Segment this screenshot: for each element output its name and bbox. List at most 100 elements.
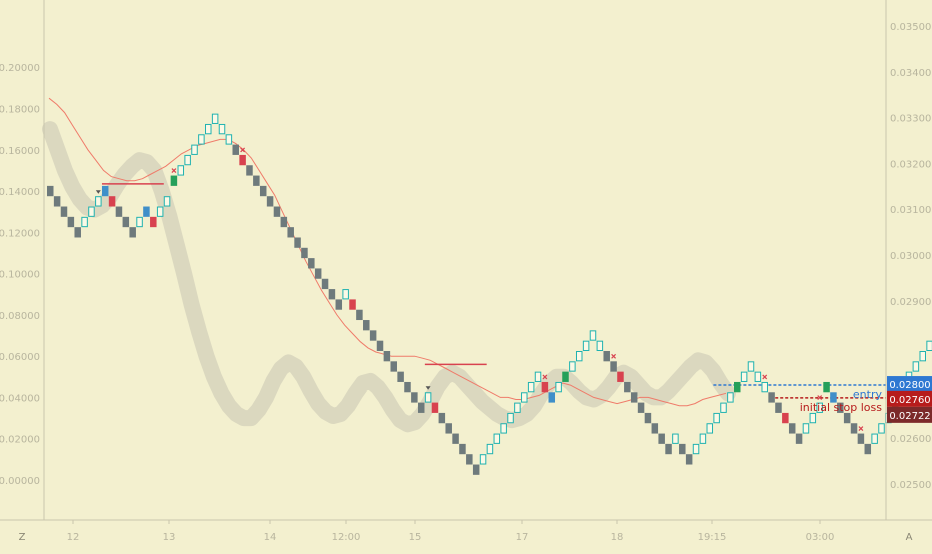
renko-box-green bbox=[734, 381, 741, 393]
renko-box-up bbox=[191, 144, 198, 155]
x-axis-tick-label: 13 bbox=[163, 532, 176, 543]
renko-box-red bbox=[239, 154, 246, 166]
renko-box-gray bbox=[390, 361, 397, 372]
x-axis-tick-label: 14 bbox=[264, 532, 277, 543]
left-axis-tick-label: 0.12000 bbox=[0, 228, 40, 239]
stop-price-label-bg bbox=[887, 390, 932, 407]
renko-box-gray bbox=[837, 402, 844, 413]
renko-box-gray bbox=[314, 268, 322, 279]
renko-box-gray bbox=[843, 412, 851, 424]
left-axis-ticks: 0.20000 0.18000 0.16000 0.14000 0.12000 0.100… bbox=[0, 63, 40, 487]
renko-box-green bbox=[562, 371, 569, 382]
renko-box-gray bbox=[301, 247, 308, 259]
renko-box-gray bbox=[472, 464, 480, 475]
renko-box-gray bbox=[788, 423, 796, 434]
renko-boxes-layer bbox=[47, 113, 932, 475]
renko-box-up bbox=[692, 443, 700, 455]
renko-box-red bbox=[108, 196, 116, 207]
renko-box-up bbox=[727, 392, 734, 403]
renko-box-gray bbox=[280, 216, 288, 228]
renko-box-up bbox=[575, 351, 583, 362]
renko-box-gray bbox=[404, 381, 411, 393]
renko-box-up bbox=[500, 423, 507, 434]
renko-box-gray bbox=[308, 258, 315, 269]
x-axis-tick-label: 15 bbox=[409, 532, 422, 543]
corner-left-label[interactable]: Z bbox=[19, 532, 26, 543]
renko-box-up bbox=[747, 361, 755, 372]
renko-box-gray bbox=[665, 443, 672, 455]
corner-right-label[interactable]: A bbox=[906, 532, 913, 543]
renko-box-gray bbox=[321, 278, 329, 290]
renko-box-gray bbox=[67, 216, 75, 228]
renko-box-red bbox=[349, 299, 356, 310]
right-axis-tick-label: 0.02900 bbox=[890, 297, 931, 308]
band-curve bbox=[42, 121, 736, 433]
renko-box-red bbox=[617, 371, 624, 382]
renko-box-up bbox=[225, 134, 233, 145]
renko-box-up bbox=[177, 165, 185, 176]
renko-box-gray bbox=[459, 443, 466, 455]
right-axis-tick-label: 0.03400 bbox=[890, 68, 931, 79]
renko-box-up bbox=[720, 402, 727, 413]
renko-box-up bbox=[424, 392, 432, 403]
renko-box-red bbox=[782, 412, 789, 424]
renko-box-up bbox=[761, 381, 768, 393]
renko-box-up bbox=[342, 289, 349, 300]
right-axis-tick-label: 0.03100 bbox=[890, 205, 931, 216]
right-axis-tick-label: 0.03300 bbox=[890, 114, 931, 125]
renko-box-up bbox=[816, 402, 823, 413]
renko-box-gray bbox=[637, 402, 645, 413]
renko-box-up bbox=[479, 454, 487, 465]
renko-box-up bbox=[156, 206, 164, 217]
renko-box-up bbox=[486, 443, 494, 455]
renko-box-gray bbox=[253, 175, 260, 186]
entry-price-label: 0.02800 bbox=[889, 380, 930, 391]
renko-box-green bbox=[170, 175, 178, 186]
renko-box-gray bbox=[644, 412, 652, 424]
renko-box-up bbox=[871, 433, 878, 444]
right-axis-tick-label: 0.03000 bbox=[890, 251, 931, 262]
stop-loss-annotation: initial stop loss bbox=[800, 401, 883, 414]
renko-box-gray bbox=[356, 309, 363, 321]
renko-box-gray bbox=[630, 392, 638, 403]
renko-box-gray bbox=[397, 371, 404, 382]
renko-box-gray bbox=[685, 454, 693, 465]
renko-box-gray bbox=[328, 289, 336, 300]
renko-box-up bbox=[802, 423, 810, 434]
renko-box-gray bbox=[445, 423, 452, 434]
renko-box-up bbox=[521, 392, 528, 403]
renko-box-gray bbox=[658, 433, 665, 444]
renko-box-red bbox=[431, 402, 439, 413]
renko-box-gray bbox=[775, 402, 782, 413]
signal-x-mark bbox=[171, 168, 177, 173]
renko-box-blue bbox=[143, 206, 150, 217]
renko-box-up bbox=[136, 216, 143, 228]
renko-box-red bbox=[150, 216, 157, 228]
renko-box-up bbox=[589, 330, 597, 341]
right-axis-tick-label: 0.02600 bbox=[890, 434, 931, 445]
renko-box-gray bbox=[624, 381, 631, 393]
renko-box-gray bbox=[232, 144, 239, 155]
right-axis-tick-label: 0.03200 bbox=[890, 159, 931, 170]
renko-box-blue bbox=[830, 392, 837, 403]
renko-box-blue bbox=[101, 185, 109, 197]
left-axis-tick-label: 0.08000 bbox=[0, 311, 40, 322]
last-price-label-bg bbox=[887, 406, 932, 423]
signal-marks-layer bbox=[95, 147, 864, 431]
renko-box-gray bbox=[651, 423, 659, 434]
x-axis-tick-label: 12:00 bbox=[332, 532, 361, 543]
renko-box-up bbox=[88, 206, 95, 217]
renko-box-gray bbox=[795, 433, 803, 444]
renko-box-up bbox=[218, 123, 226, 135]
renko-box-up bbox=[754, 371, 762, 382]
x-axis-tick-label: 19:15 bbox=[698, 532, 727, 543]
x-axis-tick-label: 03:00 bbox=[806, 532, 835, 543]
right-axis-ticks: 0.036000.035000.034000.033000.032000.031… bbox=[890, 22, 931, 491]
renko-box-up bbox=[81, 216, 88, 228]
renko-box-up bbox=[926, 340, 932, 351]
left-axis-tick-label: 0.00000 bbox=[0, 476, 40, 487]
renko-box-gray bbox=[129, 227, 136, 238]
renko-box-up bbox=[569, 361, 576, 372]
